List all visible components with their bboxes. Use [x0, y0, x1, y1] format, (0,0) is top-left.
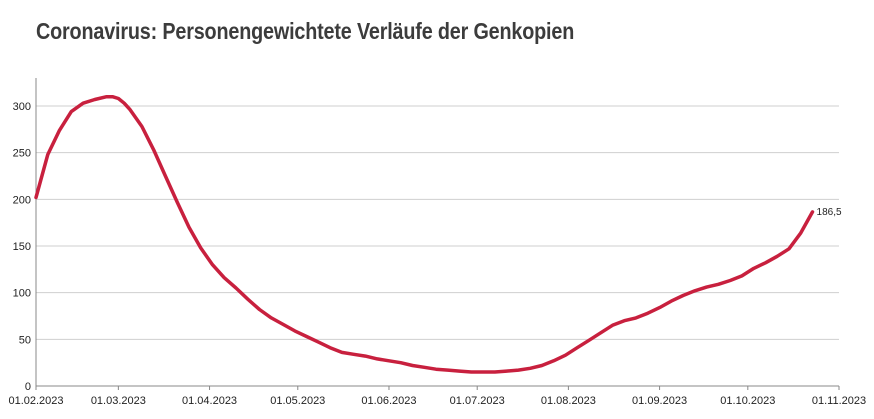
end-value-label: 186,5 [817, 207, 842, 218]
y-axis-ticks: 0 50 100 150 200 250 300 [13, 101, 31, 393]
x-tick-label: 01.10.2023 [720, 395, 775, 407]
x-tick-label: 01.03.2023 [91, 395, 146, 407]
x-tick-label: 01.07.2023 [450, 395, 505, 407]
y-tick-label: 250 [13, 148, 31, 160]
y-tick-label: 50 [19, 334, 31, 346]
series-line [34, 94, 815, 374]
x-tick-label: 01.04.2023 [182, 395, 237, 407]
grid-lines [36, 105, 839, 387]
y-tick-label: 100 [13, 288, 31, 300]
chart-title: Coronavirus: Personengewichtete Verläufe… [36, 18, 575, 44]
x-tick-label: 01.11.2023 [812, 395, 866, 407]
y-tick-label: 0 [25, 381, 31, 393]
x-tick-label: 01.06.2023 [361, 395, 416, 407]
x-tick-label: 01.08.2023 [541, 395, 596, 407]
y-tick-label: 300 [13, 101, 31, 113]
x-axis-ticks: 01.02.2023 01.03.2023 01.04.2023 01.05.2023… [8, 386, 866, 407]
y-tick-label: 150 [13, 241, 31, 253]
x-tick-label: 01.09.2023 [632, 395, 687, 407]
x-tick-label: 01.05.2023 [270, 395, 325, 407]
y-tick-label: 200 [13, 194, 31, 206]
x-tick-label: 01.02.2023 [8, 395, 63, 407]
